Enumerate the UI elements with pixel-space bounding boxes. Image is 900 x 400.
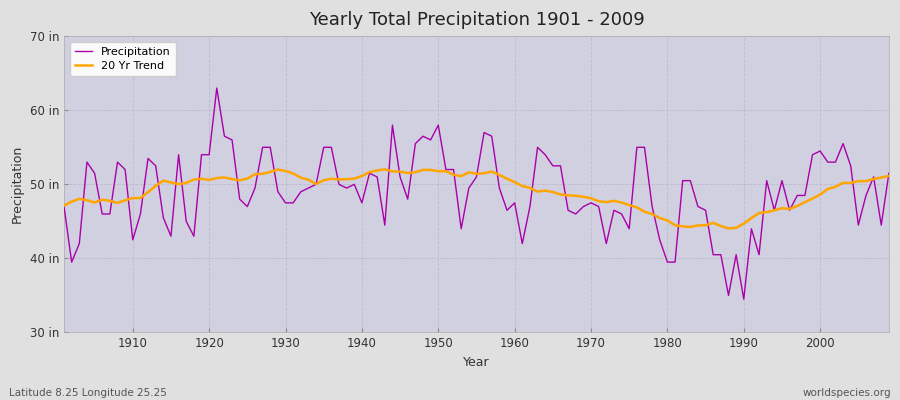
- Precipitation: [212, 86, 222, 90]
- Text: Latitude 8.25 Longitude 25.25: Latitude 8.25 Longitude 25.25: [9, 388, 166, 398]
- 20 Yr Trend: [334, 177, 345, 182]
- 20 Yr Trend: [884, 174, 895, 178]
- 20 Yr Trend: [380, 167, 391, 172]
- 20 Yr Trend: [288, 171, 299, 176]
- 20 Yr Trend: [608, 198, 619, 203]
- Precipitation: [58, 204, 69, 209]
- Legend: Precipitation, 20 Yr Trend: Precipitation, 20 Yr Trend: [69, 42, 176, 76]
- Text: worldspecies.org: worldspecies.org: [803, 388, 891, 398]
- Precipitation: [517, 241, 527, 246]
- Precipitation: [509, 200, 520, 205]
- 20 Yr Trend: [120, 198, 130, 203]
- 20 Yr Trend: [58, 203, 69, 208]
- 20 Yr Trend: [509, 180, 520, 184]
- Y-axis label: Precipitation: Precipitation: [11, 145, 24, 224]
- Precipitation: [341, 186, 352, 190]
- Line: 20 Yr Trend: 20 Yr Trend: [64, 169, 889, 228]
- Precipitation: [608, 208, 619, 213]
- Precipitation: [120, 167, 130, 172]
- X-axis label: Year: Year: [464, 356, 490, 369]
- Precipitation: [295, 189, 306, 194]
- Precipitation: [738, 297, 749, 302]
- 20 Yr Trend: [517, 184, 527, 188]
- Title: Yearly Total Precipitation 1901 - 2009: Yearly Total Precipitation 1901 - 2009: [309, 11, 644, 29]
- Line: Precipitation: Precipitation: [64, 88, 889, 299]
- 20 Yr Trend: [723, 226, 734, 231]
- Precipitation: [884, 171, 895, 176]
